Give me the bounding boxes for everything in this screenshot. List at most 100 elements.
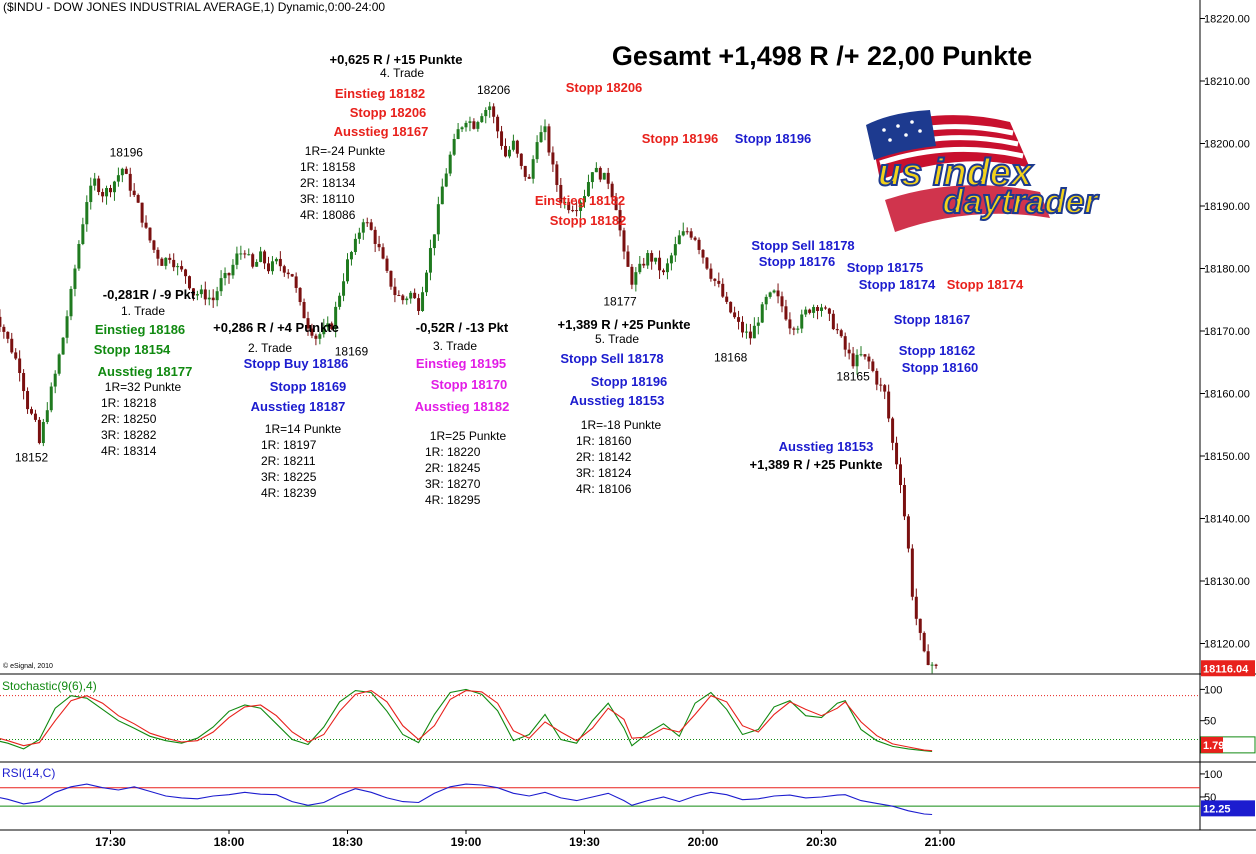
annotation-t1-exit: Ausstieg 18177 bbox=[98, 364, 193, 379]
candle-body bbox=[642, 263, 646, 266]
candle-body bbox=[551, 152, 555, 165]
candle-body bbox=[180, 266, 184, 270]
candle-body bbox=[41, 422, 45, 444]
y-tick-label: 50 bbox=[1204, 716, 1216, 728]
candle-body bbox=[816, 307, 820, 311]
annotation-t4-r: 1R=-24 Punkte bbox=[305, 144, 386, 158]
candle-body bbox=[251, 254, 255, 267]
candle-body bbox=[480, 116, 484, 123]
candle-body bbox=[891, 418, 895, 443]
candle-body bbox=[342, 281, 346, 296]
annotation-t1-2r: 2R: 18250 bbox=[101, 412, 157, 426]
annotation-t3-title: 3. Trade bbox=[433, 339, 477, 353]
candle-body bbox=[290, 274, 294, 277]
candle-body bbox=[598, 167, 602, 180]
candle-body bbox=[160, 258, 164, 266]
candle-body bbox=[800, 314, 804, 329]
candle-body bbox=[788, 319, 792, 329]
candle-body bbox=[460, 127, 464, 130]
candle-body bbox=[820, 307, 823, 311]
annotation-t4-stop5: Stopp 18182 bbox=[550, 213, 627, 228]
candle-body bbox=[306, 318, 310, 329]
candle-body bbox=[377, 243, 381, 248]
candle-body bbox=[559, 184, 563, 204]
candle-body bbox=[318, 334, 322, 339]
candle-body bbox=[413, 292, 417, 299]
candle-body bbox=[823, 307, 827, 309]
annotation-t3-entry: Einstieg 18195 bbox=[416, 356, 506, 371]
stochastic-panel: 100 50 Stochastic(9(6),4) 1.79 bbox=[0, 679, 1256, 754]
price-candles: 18152 18196 18169 18206 18177 18168 18165 bbox=[0, 83, 938, 674]
candle-body bbox=[847, 349, 851, 354]
candle-body bbox=[172, 259, 176, 268]
annotation-t5-result: +1,389 R / +25 Punkte bbox=[558, 317, 691, 332]
candle-body bbox=[65, 316, 69, 338]
annotation-t5-4r: 4R: 18106 bbox=[576, 482, 632, 496]
candle-body bbox=[346, 259, 349, 282]
annotation-t4-3r: 3R: 18110 bbox=[300, 192, 355, 206]
candle-body bbox=[895, 442, 899, 465]
candle-body bbox=[148, 227, 152, 241]
annotation-t5-1r: 1R: 18160 bbox=[576, 434, 632, 448]
candle-body bbox=[934, 664, 938, 666]
annotation-t1-4r: 4R: 18314 bbox=[101, 444, 157, 458]
annotation-t2-2r: 2R: 18211 bbox=[261, 454, 316, 468]
candle-body bbox=[748, 331, 752, 339]
annotation-t5-sell: Stopp Sell 18178 bbox=[751, 238, 854, 253]
candle-body bbox=[144, 222, 148, 228]
candle-body bbox=[267, 263, 270, 272]
candle-body bbox=[571, 210, 575, 212]
candle-body bbox=[417, 298, 421, 311]
candle-body bbox=[515, 140, 519, 154]
candle-body bbox=[590, 172, 594, 183]
candle-body bbox=[729, 301, 733, 313]
candle-body bbox=[294, 276, 298, 288]
candle-body bbox=[22, 372, 26, 392]
annotation-t4-stop4: Einstieg 18182 bbox=[535, 193, 625, 208]
candle-body bbox=[681, 231, 685, 236]
y-tick-label: 18190.00 bbox=[1204, 201, 1250, 213]
candle-body bbox=[235, 253, 239, 265]
candle-body bbox=[638, 263, 642, 273]
candle-body bbox=[286, 272, 290, 275]
candle-body bbox=[109, 188, 112, 193]
candle-body bbox=[0, 316, 2, 327]
candle-body bbox=[835, 329, 839, 331]
y-tick-label: 100 bbox=[1204, 684, 1222, 696]
candle-body bbox=[646, 253, 650, 266]
candle-body bbox=[310, 328, 314, 336]
chart-title: ($INDU - DOW JONES INDUSTRIAL AVERAGE,1)… bbox=[3, 0, 385, 14]
candle-body bbox=[555, 164, 559, 185]
y-tick-label: 18150.00 bbox=[1204, 451, 1250, 463]
annotation-t5-s162: Stopp 18162 bbox=[899, 343, 976, 358]
annotation-t5-result2: +1,389 R / +25 Punkte bbox=[750, 457, 883, 472]
candle-body bbox=[61, 337, 65, 355]
price-label: 18168 bbox=[714, 351, 748, 365]
candle-body bbox=[452, 139, 456, 155]
annotation-t5-exit2: Ausstieg 18153 bbox=[779, 439, 874, 454]
candle-body bbox=[116, 175, 120, 182]
annotation-t4-exit: Ausstieg 18167 bbox=[334, 124, 429, 139]
price-label: 18206 bbox=[477, 83, 511, 97]
candle-body bbox=[432, 234, 436, 249]
last-value-box-accent bbox=[1201, 736, 1223, 753]
y-tick-label: 18160.00 bbox=[1204, 389, 1250, 401]
annotation-t2-entry: Stopp Buy 18186 bbox=[244, 356, 349, 371]
candle-body bbox=[504, 145, 507, 157]
candle-body bbox=[464, 122, 468, 128]
annotation-t1-3r: 3R: 18282 bbox=[101, 428, 157, 442]
candle-body bbox=[353, 238, 357, 253]
candle-body bbox=[772, 290, 776, 293]
candle-body bbox=[902, 485, 906, 517]
candle-body bbox=[760, 304, 764, 323]
candle-body bbox=[713, 278, 717, 281]
candle-body bbox=[124, 168, 128, 174]
candle-body bbox=[152, 240, 156, 250]
candle-body bbox=[73, 268, 77, 289]
y-tick-label: 18210.00 bbox=[1204, 76, 1250, 88]
candle-body bbox=[567, 201, 571, 211]
candle-body bbox=[191, 288, 195, 296]
candle-body bbox=[263, 251, 267, 264]
last-price-box bbox=[1201, 660, 1255, 677]
candle-body bbox=[421, 292, 425, 311]
